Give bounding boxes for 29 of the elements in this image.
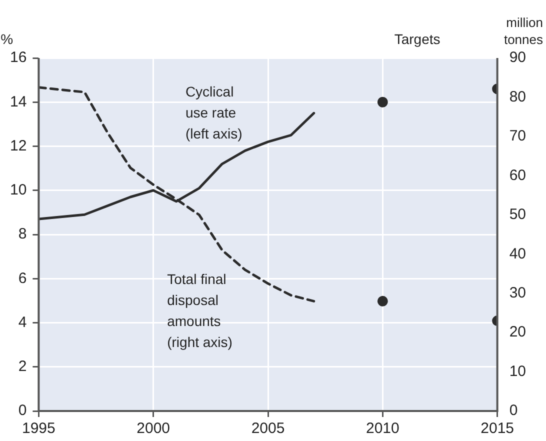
y-tick-label: 12: [10, 137, 27, 154]
y-tick-label: 2: [18, 358, 27, 376]
y2-tick-label: 30: [509, 284, 526, 302]
y2-tick-label: 0: [509, 402, 518, 420]
y-tick-label: 0: [18, 402, 27, 420]
y-tick-label: 16: [10, 49, 27, 66]
y2-tick-label: 90: [509, 49, 526, 66]
x-tick-label: 1995: [22, 420, 56, 438]
y-axis-title: %: [0, 31, 14, 47]
y2-tick-label: 20: [509, 324, 526, 341]
y2-tick-label: 40: [509, 245, 526, 262]
x-tick-label: 2015: [480, 420, 514, 438]
y-tick-label: 8: [18, 226, 27, 243]
y2-tick-label: 60: [509, 166, 526, 184]
y-tick-label: 6: [18, 270, 27, 287]
y2-tick-label: 50: [509, 206, 526, 224]
y2-axis-title: million tonnes: [504, 15, 544, 47]
y-tick-label: 4: [18, 314, 27, 331]
series-label: Cyclical use rate (left axis): [185, 84, 242, 142]
text: Targets: [394, 31, 440, 47]
y-tick-label: 14: [10, 93, 27, 110]
y2-tick-label: 80: [509, 88, 526, 106]
x-tick-label: 2005: [251, 420, 285, 438]
x-tick-label: 2010: [366, 420, 400, 438]
x-tick-label: 2000: [136, 420, 170, 438]
series-label: Total final disposal amounts (right axis): [167, 270, 232, 350]
y2-tick-label: 70: [509, 128, 526, 145]
y2-tick-label: 10: [509, 362, 526, 380]
y-tick-label: 10: [10, 182, 27, 199]
